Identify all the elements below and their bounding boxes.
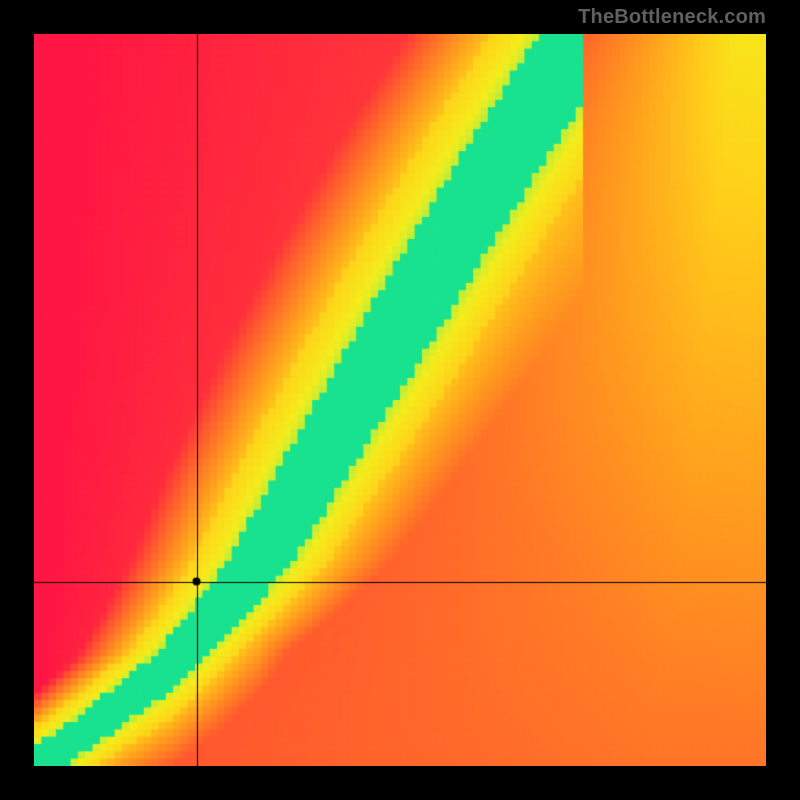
bottleneck-heatmap bbox=[34, 34, 766, 766]
watermark-text: TheBottleneck.com bbox=[578, 6, 766, 29]
